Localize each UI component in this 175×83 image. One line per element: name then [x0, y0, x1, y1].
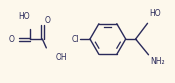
Text: NH₂: NH₂	[150, 57, 165, 66]
Text: O: O	[9, 35, 15, 44]
Text: Cl: Cl	[72, 35, 79, 44]
Text: HO: HO	[19, 12, 30, 21]
Text: O: O	[44, 16, 50, 25]
Text: OH: OH	[55, 53, 67, 62]
Text: HO: HO	[149, 9, 161, 18]
